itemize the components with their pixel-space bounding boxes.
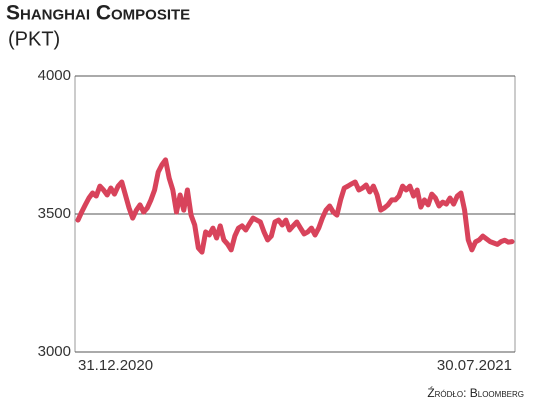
y-tick-label: 3500 bbox=[38, 205, 71, 222]
y-tick-label: 3000 bbox=[38, 343, 71, 360]
source: Źródło: Bloomberg bbox=[427, 385, 524, 400]
chart-title: Shanghai Composite bbox=[6, 2, 190, 25]
chart-subtitle: (PKT) bbox=[8, 28, 60, 50]
y-tick-label: 4000 bbox=[38, 67, 71, 84]
line-series bbox=[75, 157, 515, 255]
x-tick-label: 30.07.2021 bbox=[437, 357, 512, 374]
x-tick-label: 31.12.2020 bbox=[78, 357, 153, 374]
